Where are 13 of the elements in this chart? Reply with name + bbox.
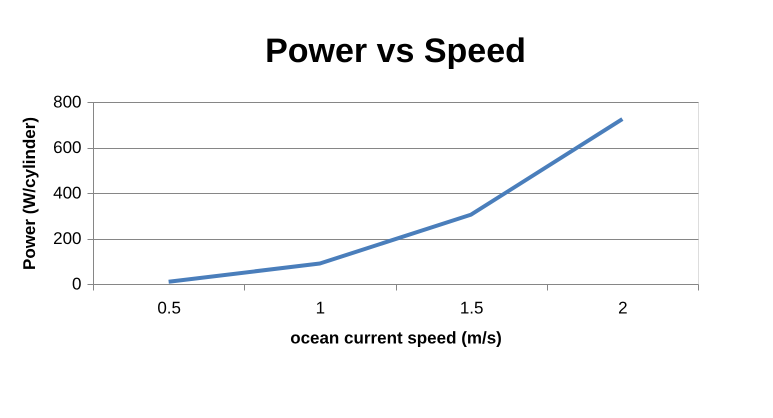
x-axis-title: ocean current speed (m/s)	[290, 328, 502, 348]
x-tick-label: 1	[316, 298, 326, 318]
x-tick-label: 0.5	[157, 298, 181, 318]
chart-title: Power vs Speed	[265, 32, 526, 70]
y-tick-label: 600	[53, 138, 82, 157]
line-series	[166, 117, 624, 284]
y-tick-label: 400	[53, 184, 82, 202]
y-tick-label: 200	[53, 229, 82, 248]
x-tick-label: 1.5	[460, 298, 484, 318]
y-axis-title: Power (W/cylinder)	[20, 116, 40, 270]
y-tick-label: 800	[53, 92, 82, 112]
y-tick-label: 0	[72, 274, 82, 294]
x-tick-label: 2	[618, 298, 628, 318]
